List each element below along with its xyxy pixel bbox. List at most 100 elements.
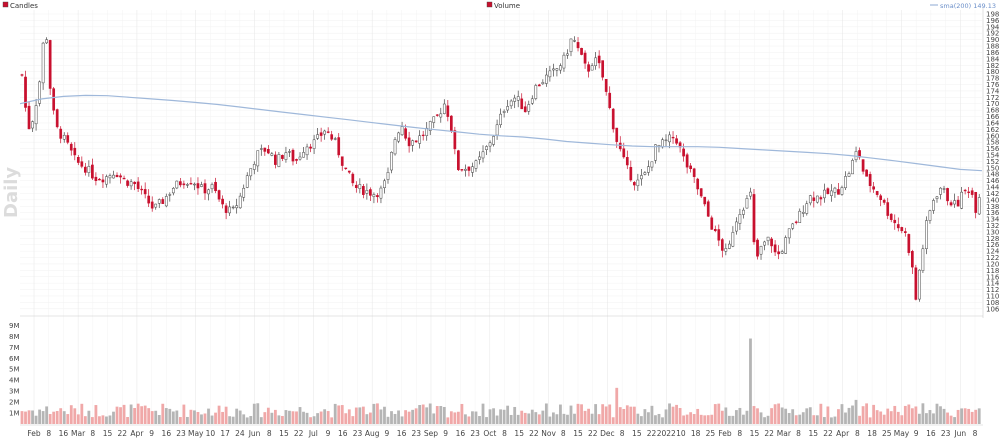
date-tick-label: May xyxy=(894,429,910,438)
candle-body xyxy=(305,146,309,156)
period-label: Daily xyxy=(1,167,22,218)
volume-bar xyxy=(129,404,133,424)
candle-body xyxy=(478,156,481,160)
volume-bar xyxy=(418,405,422,424)
date-tick-label: 18 xyxy=(867,429,877,438)
volume-bar xyxy=(928,410,932,424)
candle-body xyxy=(379,187,383,199)
date-tick-label: 8 xyxy=(737,429,742,438)
candle-body xyxy=(675,138,678,144)
volume-bar xyxy=(798,414,802,424)
candle-body xyxy=(460,169,464,171)
candle-body xyxy=(129,181,133,187)
volume-bar xyxy=(478,416,481,424)
date-tick-label: 22 xyxy=(764,429,774,438)
volume-bar xyxy=(675,404,678,424)
volume-bar xyxy=(295,411,298,424)
date-tick-label: Jun xyxy=(953,429,966,438)
volume-bar xyxy=(759,412,763,424)
candle-body xyxy=(105,176,108,185)
date-tick-label: 9 xyxy=(149,429,154,438)
candle-body xyxy=(819,197,823,200)
candle-body xyxy=(977,197,981,215)
candle-body xyxy=(935,196,939,199)
volume-bar xyxy=(636,413,640,424)
candle-body xyxy=(182,183,186,186)
price-tick-label: 126 xyxy=(986,241,1000,249)
candle-body xyxy=(397,132,400,142)
candle-body xyxy=(464,168,467,171)
candle-body xyxy=(383,180,386,189)
volume-bar xyxy=(597,414,601,424)
candle-body xyxy=(295,159,298,161)
price-tick-label: 184 xyxy=(986,55,1000,63)
volume-bar xyxy=(784,408,788,424)
candle-body xyxy=(344,167,348,169)
volume-bar xyxy=(59,408,63,424)
date-tick-label: Jul xyxy=(308,429,318,438)
volume-bar xyxy=(907,404,911,424)
candle-body xyxy=(179,181,182,186)
candle-body xyxy=(94,176,98,181)
volume-bar xyxy=(161,403,165,424)
volume-bar xyxy=(242,414,246,424)
volume-bar xyxy=(207,408,210,424)
candle-body xyxy=(242,187,246,198)
candle-body xyxy=(868,174,872,187)
price-tick-label: 122 xyxy=(986,254,999,262)
volume-bar xyxy=(411,409,415,424)
candle-body xyxy=(196,183,200,189)
date-tick-label: 16 xyxy=(926,429,936,438)
volume-bar xyxy=(903,405,907,424)
volume-bar xyxy=(854,399,858,424)
candle-body xyxy=(351,173,355,184)
volume-bar xyxy=(544,403,548,424)
date-tick-label: 22 xyxy=(588,429,598,438)
volume-bar xyxy=(400,416,404,424)
date-tick-label: 23 xyxy=(941,429,951,438)
volume-bar xyxy=(689,412,693,424)
candle-body xyxy=(787,228,791,239)
volume-bar xyxy=(710,414,714,424)
volume-bar xyxy=(31,410,34,424)
candle-body xyxy=(766,236,770,242)
volume-bar xyxy=(105,416,108,424)
candle-body xyxy=(69,143,73,151)
candle-body xyxy=(76,157,80,163)
volume-bar xyxy=(390,411,393,424)
candle-body xyxy=(928,210,932,221)
volume-bar xyxy=(108,415,112,424)
volume-bar xyxy=(252,403,256,424)
volume-bar xyxy=(76,414,80,424)
volume-bar xyxy=(224,406,228,424)
volume-bar xyxy=(249,416,253,424)
volume-bar xyxy=(481,403,485,424)
date-tick-label: 18 xyxy=(691,429,701,438)
candle-body xyxy=(41,42,45,84)
volume-bar xyxy=(939,406,942,424)
candle-body xyxy=(805,203,809,214)
volume-bar xyxy=(140,406,144,424)
volume-bar xyxy=(312,416,316,424)
candle-body xyxy=(386,172,390,180)
price-tick-label: 158 xyxy=(986,139,999,147)
volume-bar xyxy=(893,405,897,424)
volume-bar xyxy=(573,413,576,424)
candle-body xyxy=(91,164,94,179)
date-tick-label: 8 xyxy=(973,429,978,438)
volume-bar xyxy=(872,404,876,424)
price-tick-label: 162 xyxy=(986,126,999,134)
candle-body xyxy=(791,223,795,229)
candle-body xyxy=(601,60,605,78)
price-tick-label: 110 xyxy=(986,292,999,300)
candle-body xyxy=(780,251,784,254)
candle-body xyxy=(731,232,735,247)
volume-bar xyxy=(41,411,45,424)
volume-bar xyxy=(967,408,971,424)
price-tick-label: 176 xyxy=(986,81,1000,89)
candle-body xyxy=(266,149,270,154)
date-tick-label: 22 xyxy=(823,429,833,438)
volume-bar xyxy=(119,407,122,424)
price-tick-label: 174 xyxy=(986,87,1000,95)
